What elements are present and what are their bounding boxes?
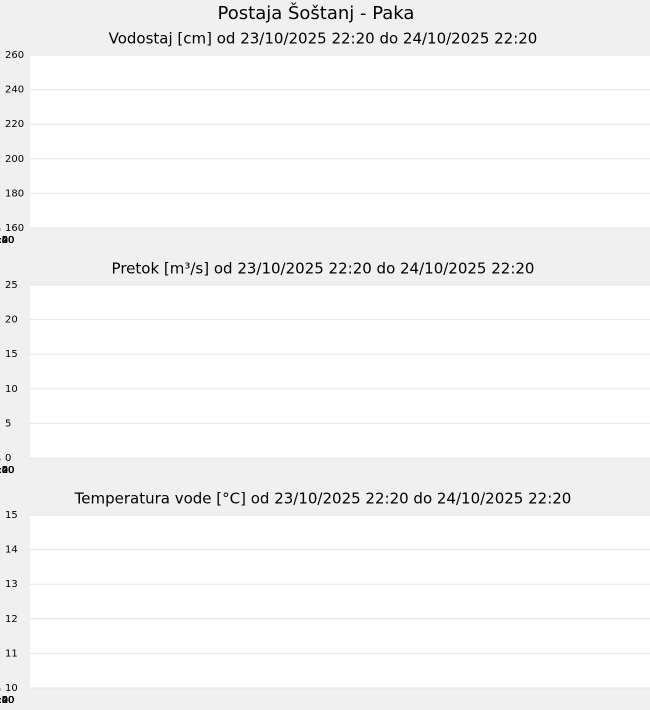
x-tick-label: 21:00: [0, 235, 14, 246]
x-tick-label: 06:00: [0, 465, 14, 476]
y-tick-label: 13: [5, 579, 18, 590]
x-tick-label: 02:40: [0, 235, 14, 246]
y-tick-label: 14: [5, 545, 18, 556]
x-tick-label: 02:40: [0, 465, 14, 476]
y-tick-label: 0: [5, 453, 11, 464]
x-tick-label: 19:20: [0, 235, 14, 246]
y-tick-label: 240: [5, 85, 24, 96]
x-tick-label: 17:40: [0, 465, 14, 476]
x-tick-label: 14:20: [0, 235, 14, 246]
x-tick-label: 01:00: [0, 695, 14, 706]
x-tick-label: 07:40: [0, 695, 14, 706]
y-tick-label: 15: [5, 349, 18, 360]
x-tick-label: 22:20: [0, 235, 14, 246]
x-tick-label: 06:00: [0, 695, 14, 706]
x-tick-label: 14:20: [0, 465, 14, 476]
x-tick-label: 19:20: [0, 465, 14, 476]
x-tick-label: 04:20: [0, 465, 14, 476]
x-tick-label: 07:40: [0, 465, 14, 476]
x-tick-label: 17:40: [0, 695, 14, 706]
x-tick-label: 21:00: [0, 695, 14, 706]
y-tick-label: 25: [5, 280, 18, 291]
chart-title: Temperatura vode [°C] od 23/10/2025 22:2…: [74, 490, 572, 508]
y-tick-label: 160: [5, 223, 24, 234]
plot-area: [30, 515, 650, 688]
x-tick-label: 16:00: [0, 465, 14, 476]
page-title: Postaja Šoštanj - Paka: [218, 2, 415, 24]
y-tick-label: 15: [5, 510, 18, 521]
x-tick-label: 06:00: [0, 235, 14, 246]
y-tick-label: 10: [5, 384, 18, 395]
y-tick-label: 200: [5, 154, 24, 165]
x-tick-label: 23:20: [0, 465, 14, 476]
y-tick-label: 20: [5, 315, 18, 326]
x-tick-label: 01:00: [0, 465, 14, 476]
x-tick-label: 12:40: [0, 235, 14, 246]
x-tick-label: 09:20: [0, 695, 14, 706]
x-tick-label: 04:20: [0, 235, 14, 246]
plot-area: [30, 285, 650, 458]
x-tick-label: 23:20: [0, 235, 14, 246]
x-tick-label: 16:00: [0, 695, 14, 706]
y-tick-label: 220: [5, 119, 24, 130]
x-tick-label: 21:00: [0, 465, 14, 476]
y-tick-label: 260: [5, 50, 24, 61]
y-tick-label: 10: [5, 683, 18, 694]
x-tick-label: 09:20: [0, 465, 14, 476]
x-tick-label: 23:20: [0, 695, 14, 706]
chart-title: Vodostaj [cm] od 23/10/2025 22:20 do 24/…: [109, 30, 538, 48]
x-tick-label: 12:40: [0, 695, 14, 706]
x-tick-label: 09:20: [0, 235, 14, 246]
x-tick-label: 02:40: [0, 695, 14, 706]
x-tick-label: 19:20: [0, 695, 14, 706]
y-tick-label: 180: [5, 188, 24, 199]
x-tick-label: 11:00: [0, 465, 14, 476]
x-tick-label: 11:00: [0, 695, 14, 706]
x-tick-label: 07:40: [0, 235, 14, 246]
x-tick-label: 12:40: [0, 465, 14, 476]
x-tick-label: 11:00: [0, 235, 14, 246]
x-tick-label: 01:00: [0, 235, 14, 246]
x-tick-label: 22:20: [0, 695, 14, 706]
plot-area: [30, 55, 650, 228]
x-tick-label: 17:40: [0, 235, 14, 246]
y-tick-label: 5: [5, 418, 11, 429]
x-tick-label: 22:20: [0, 465, 14, 476]
y-tick-label: 11: [5, 648, 18, 659]
x-tick-label: 16:00: [0, 235, 14, 246]
x-tick-label: 04:20: [0, 695, 14, 706]
chart-title: Pretok [m³/s] od 23/10/2025 22:20 do 24/…: [112, 260, 535, 278]
x-tick-label: 14:20: [0, 695, 14, 706]
y-tick-label: 12: [5, 614, 18, 625]
